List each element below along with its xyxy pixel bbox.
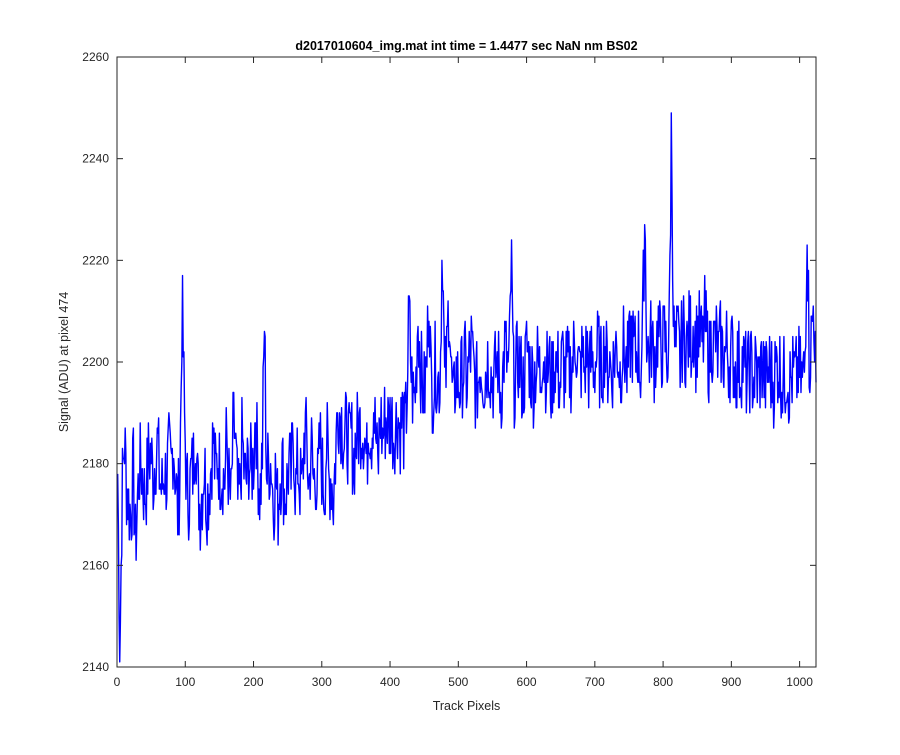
- x-tick-label: 100: [175, 675, 195, 689]
- y-tick-label: 2240: [82, 152, 109, 166]
- y-tick-label: 2260: [82, 50, 109, 64]
- axes-layer: 0 100 200 300 400 500 600 700 800 900 1000 2140 2160…: [82, 50, 817, 689]
- x-tick-label: 600: [517, 675, 537, 689]
- y-tick-label: 2180: [82, 457, 109, 471]
- x-tick-label: 400: [380, 675, 400, 689]
- x-tick-label: 1000: [786, 675, 813, 689]
- x-tick-label: 0: [114, 675, 121, 689]
- x-tick-label: 500: [448, 675, 468, 689]
- chart-title: d2017010604_img.mat int time = 1.4477 se…: [295, 39, 637, 53]
- signal-series-line: [116, 112, 817, 663]
- series-layer: [116, 112, 817, 663]
- x-axis-label: Track Pixels: [433, 699, 501, 713]
- x-tick-label: 300: [312, 675, 332, 689]
- y-tick-label: 2200: [82, 355, 109, 369]
- x-tick-label: 200: [244, 675, 264, 689]
- y-axis-label: Signal (ADU) at pixel 474: [57, 292, 71, 432]
- x-tick-label: 900: [721, 675, 741, 689]
- y-tick-label: 2160: [82, 558, 109, 572]
- y-tick-label: 2140: [82, 660, 109, 674]
- x-tick-label: 700: [585, 675, 605, 689]
- x-tick-label: 800: [653, 675, 673, 689]
- y-tick-label: 2220: [82, 253, 109, 267]
